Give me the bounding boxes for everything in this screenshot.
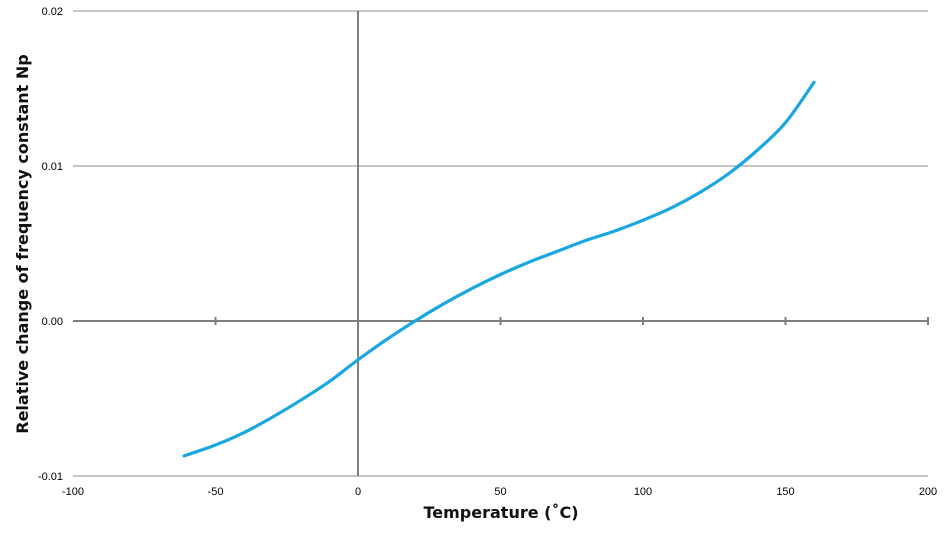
x-tick-label: 100	[634, 486, 652, 498]
gridlines	[73, 10, 928, 477]
axes	[73, 11, 929, 476]
x-tick-label: 200	[919, 486, 937, 498]
x-tick-label: -50	[208, 486, 224, 498]
series-layer	[182, 80, 816, 458]
x-tick-label: 0	[355, 486, 361, 498]
y-tick-label: -0.01	[38, 471, 63, 483]
y-axis-title: Relative change of frequency constant Np	[13, 54, 32, 433]
x-tick-labels: -100 -50 0 50 100 150 200	[62, 486, 937, 498]
x-tick-label: 150	[776, 486, 794, 498]
series-line	[182, 80, 816, 458]
y-tick-labels: -0.01 0.00 0.01 0.02	[38, 6, 63, 483]
x-tick-label: 50	[494, 486, 506, 498]
x-tick-label: -100	[62, 486, 84, 498]
y-tick-label: 0.01	[42, 161, 63, 173]
y-tick-label: 0.02	[42, 6, 63, 18]
x-axis-title: Temperature (˚C)	[423, 503, 578, 522]
y-tick-label: 0.00	[42, 316, 63, 328]
